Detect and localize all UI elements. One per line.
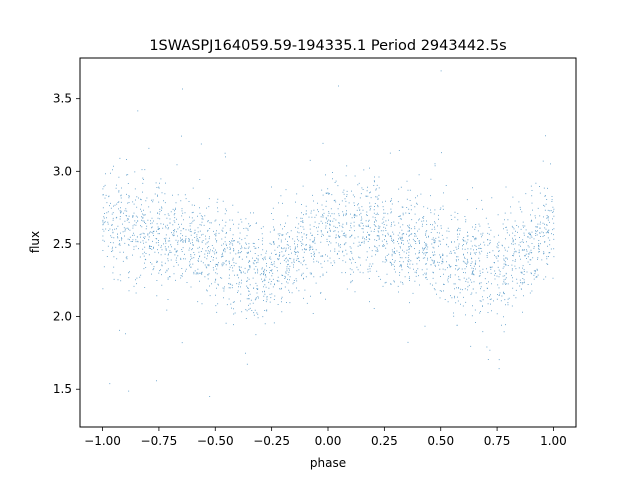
chart-title: 1SWASPJ164059.59-194335.1 Period 2943442…	[149, 38, 506, 54]
plot-frame	[79, 57, 577, 428]
y-axis-ticks: 1.5 2.0 2.5 3.0 3.5	[53, 92, 80, 396]
y-tick-label: 2.5	[53, 237, 72, 251]
y-tick-label: 3.5	[53, 92, 72, 106]
x-tick-label: −0.25	[253, 434, 290, 448]
x-tick-label: −0.75	[141, 434, 178, 448]
x-tick-label: 0.75	[484, 434, 511, 448]
x-axis-label: phase	[310, 456, 346, 470]
data-points	[102, 70, 555, 397]
scatter-points	[102, 70, 555, 397]
x-tick-label: −1.00	[84, 434, 121, 448]
x-tick-label: 0.50	[427, 434, 454, 448]
x-tick-label: 0.00	[315, 434, 342, 448]
x-tick-label: 1.00	[540, 434, 567, 448]
x-axis-ticks: −1.00 −0.75 −0.50 −0.25 0.00 0.25 0.50 0.75 1.00	[84, 427, 567, 448]
y-tick-label: 2.0	[53, 310, 72, 324]
y-tick-label: 3.0	[53, 164, 72, 178]
y-tick-label: 1.5	[53, 382, 72, 396]
x-tick-label: 0.25	[371, 434, 398, 448]
x-tick-label: −0.50	[197, 434, 234, 448]
y-axis-label: flux	[28, 231, 42, 253]
